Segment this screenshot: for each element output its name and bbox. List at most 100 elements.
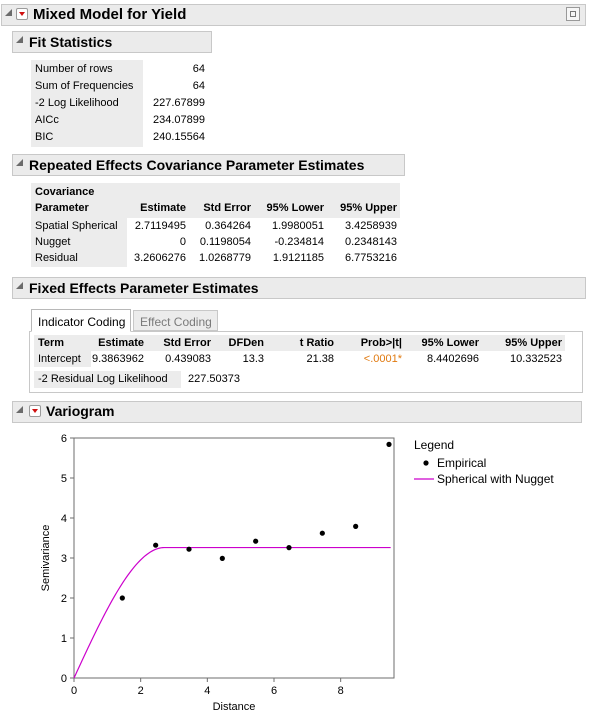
red-triangle-menu-icon[interactable] [16,8,28,20]
fixed-effects-title: Fixed Effects Parameter Estimates [29,280,259,296]
column-header: DFDen [228,337,264,349]
table-cell: 8.4402696 [427,353,479,365]
empirical-point [286,545,292,551]
empirical-point [153,542,159,548]
row-label: Spatial Spherical [35,220,118,232]
column-header: Parameter [35,202,89,214]
column-header: 95% Lower [266,202,324,214]
y-tick-label: 5 [61,473,67,485]
legend-empirical-marker [423,460,429,466]
column-header: Covariance [35,186,95,198]
spherical-fit-line [73,546,391,679]
fit-stat-value: 234.07899 [153,114,205,126]
empirical-point [386,441,392,447]
tab-indicator-coding-label: Indicator Coding [38,315,126,329]
disclosure-icon[interactable] [16,406,23,413]
x-tick-label: 8 [338,685,344,697]
row-label: Intercept [38,353,81,365]
fit-stat-label: Number of rows [35,63,113,75]
legend-empirical-label: Empirical [437,456,486,470]
table-cell: 10.332523 [510,353,562,365]
fixed-term-column [34,351,91,367]
row-label: Nugget [35,236,71,248]
legend-curve-label: Spherical with Nugget [437,472,554,486]
column-header: Prob>|t| [360,337,402,349]
covariance-header [12,154,405,176]
empirical-point [319,530,325,536]
variogram-title: Variogram [46,403,115,419]
x-tick-label: 2 [138,685,144,697]
residual-label: -2 Residual Log Likelihood [38,373,168,385]
fit-stat-label: Sum of Frequencies [35,80,134,92]
tab-effect-coding-label: Effect Coding [140,315,212,329]
report-header [1,4,586,26]
table-cell: 0.364264 [205,220,251,232]
x-tick-label: 4 [204,685,210,697]
variogram-chart: 0 1 2 3 4 5 6 0 2 4 6 8 Distance Semivariance Legend Em… [40,433,554,713]
residual-label-bg [34,371,181,388]
disclosure-icon[interactable] [16,282,23,289]
fit-label-column [31,60,143,147]
y-tick-label: 4 [61,513,67,525]
empirical-point [119,595,125,601]
fit-stat-label: AICc [35,114,59,126]
y-axis-label: Semivariance [40,525,52,592]
y-tick-label: 1 [61,633,67,645]
red-triangle-menu-icon[interactable] [29,405,41,417]
column-header: Term [38,337,65,349]
variogram-header [12,401,582,423]
column-header: Estimate [98,337,144,349]
table-cell: 9.3863962 [92,353,144,365]
covariance-header-row [31,183,400,218]
empirical-point [253,538,259,544]
fit-statistics-header [12,31,212,53]
table-cell: 2.7119495 [134,220,186,232]
column-header: Estimate [140,202,186,214]
table-cell: 13.3 [242,353,264,365]
table-cell: <.0001* [363,353,402,365]
column-header: t Ratio [299,337,334,349]
report-close-icon[interactable] [566,7,580,21]
disclosure-icon[interactable] [16,159,23,166]
table-cell: -0.234814 [274,236,324,248]
table-cell: 0.1198054 [199,236,251,248]
y-tick-label: 6 [61,433,67,445]
table-cell: 3.4258939 [345,220,397,232]
row-label: Residual [35,252,78,264]
fixed-effects-panel [29,331,583,393]
table-cell: 21.38 [306,353,334,365]
table-cell: 1.0268779 [199,252,251,264]
y-tick-label: 3 [61,553,67,565]
fit-stat-value: 227.67899 [153,97,205,109]
x-tick-label: 0 [71,685,77,697]
tab-effect-coding[interactable]: Effect Coding [133,310,218,331]
empirical-point [219,555,225,561]
fit-stat-value: 64 [192,80,205,92]
plot-frame [73,437,395,679]
fixed-effects-header [12,277,586,299]
table-cell: 0.2348143 [345,236,397,248]
table-cell: 0 [179,236,186,248]
y-tick-label: 0 [61,673,67,685]
fit-statistics-title: Fit Statistics [29,34,113,50]
covariance-title: Repeated Effects Covariance Parameter Es… [29,157,365,173]
y-tick-label: 2 [61,593,67,605]
column-header: 95% Lower [421,337,479,349]
x-axis-label: Distance [213,701,256,713]
table-cell: 1.9980051 [272,220,324,232]
fit-stat-value: 64 [192,63,205,75]
tab-indicator-coding[interactable]: Indicator Coding [31,309,131,332]
column-header: 95% Upper [340,202,397,214]
covariance-label-column [31,218,127,267]
empirical-point [353,523,359,529]
disclosure-icon[interactable] [16,36,23,43]
table-cell: 1.9121185 [272,252,324,264]
fit-stat-label: BIC [35,131,54,143]
fit-stat-label: -2 Log Likelihood [35,97,119,109]
column-header: Std Error [203,202,251,214]
empirical-point [186,546,192,552]
residual-value: 227.50373 [188,373,240,385]
column-header: Std Error [163,337,211,349]
disclosure-icon[interactable] [5,9,12,16]
table-cell: 3.2606276 [134,252,186,264]
